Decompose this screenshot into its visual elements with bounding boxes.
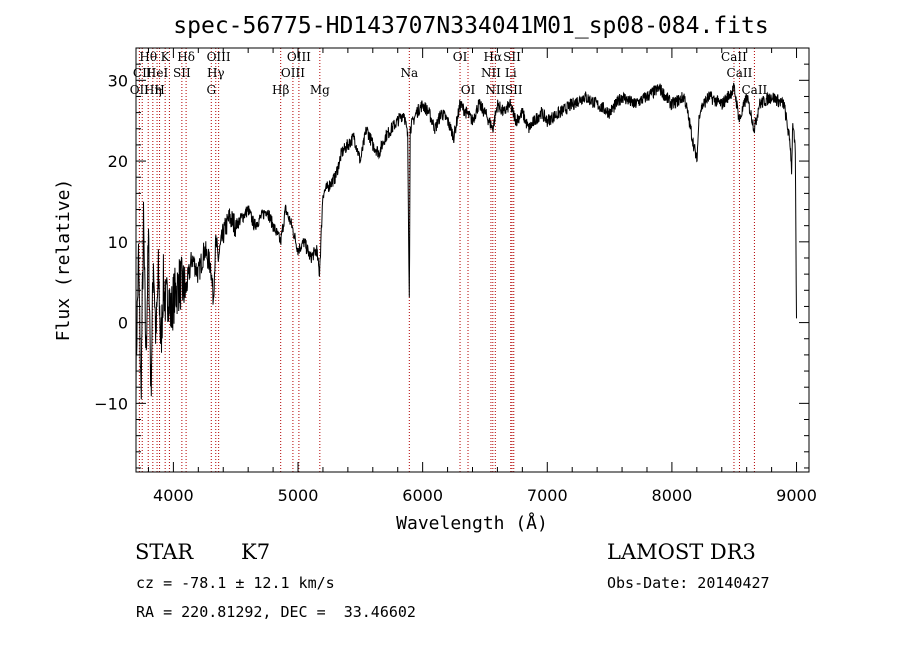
x-tick-label: 4000 — [153, 486, 194, 505]
spectrum-line — [135, 82, 797, 400]
spectral-line-label: G — [206, 83, 216, 97]
spectral-line-label: SII — [505, 83, 523, 97]
spectral-line-label: NII — [481, 66, 501, 80]
spectral-line-label: SII — [173, 66, 191, 80]
x-tick-label: 9000 — [776, 486, 817, 505]
spectral-line-labels: OIICIIHθHηHeIHKSIIHδGHγOIIIHβOIIIOIIIMgN… — [130, 50, 768, 97]
y-axis-label: Flux (relative) — [53, 179, 74, 342]
x-tick-label: 8000 — [652, 486, 693, 505]
coordinates: RA = 220.81292, DEC = 33.46602 — [136, 603, 416, 621]
y-tick-label: 30 — [108, 71, 128, 90]
spectral-line-label: OI — [461, 83, 476, 97]
spectral-line-label: K — [161, 50, 171, 64]
spectral-line-label: CaII — [741, 83, 767, 97]
y-tick-label: 0 — [118, 314, 128, 333]
redshift-velocity: cz = -78.1 ± 12.1 km/s — [136, 574, 335, 592]
x-tick-label: 5000 — [278, 486, 319, 505]
spectral-line-label: Hδ — [177, 50, 195, 64]
spectral-line-label: Hγ — [207, 66, 225, 80]
spectral-line-label: OII — [130, 83, 150, 97]
spectral-line-label: OI — [453, 50, 468, 64]
spectral-line-label: Na — [400, 66, 418, 80]
spectral-line-label: Hα — [484, 50, 503, 64]
y-tick-label: 10 — [108, 233, 128, 252]
y-axis-ticks: −10 0 10 20 30 — [94, 47, 809, 469]
spectral-line-label: H — [154, 83, 164, 97]
spectral-line-label: CII — [133, 66, 152, 80]
x-axis-ticks: 4000 5000 6000 7000 8000 9000 — [147, 48, 817, 505]
spectral-line-label: Hη — [144, 83, 162, 97]
survey-name: LAMOST DR3 — [607, 540, 756, 564]
spectral-line-label: OIII — [207, 50, 231, 64]
object-class: STAR — [135, 540, 194, 564]
spectral-line-label: NII — [485, 83, 505, 97]
plot-frame — [135, 47, 810, 473]
x-axis-label: Wavelength (Å) — [396, 512, 548, 534]
spectral-line-label: CaII — [721, 50, 747, 64]
spectral-line-label: Mg — [310, 83, 330, 97]
x-tick-label: 7000 — [527, 486, 568, 505]
y-tick-label: −10 — [94, 394, 128, 413]
spectral-line-label: Hβ — [272, 83, 289, 97]
spectral-line-label: SII — [503, 50, 521, 64]
chart-title: spec-56775-HD143707N334041M01_sp08-084.f… — [173, 13, 768, 39]
spectral-line-label: OIII — [287, 50, 311, 64]
spectral-line-label: CaII — [727, 66, 753, 80]
spectral-line-label: OIII — [281, 66, 305, 80]
y-tick-label: 20 — [108, 152, 128, 171]
spectral-line-label: Hθ — [139, 50, 157, 64]
spectral-line-markers — [138, 48, 755, 472]
observation-date: Obs-Date: 20140427 — [607, 574, 770, 592]
spectral-line-label: Li — [505, 66, 517, 80]
spectral-line-label: HeI — [146, 66, 169, 80]
object-subclass: K7 — [241, 540, 271, 564]
x-tick-label: 6000 — [402, 486, 443, 505]
